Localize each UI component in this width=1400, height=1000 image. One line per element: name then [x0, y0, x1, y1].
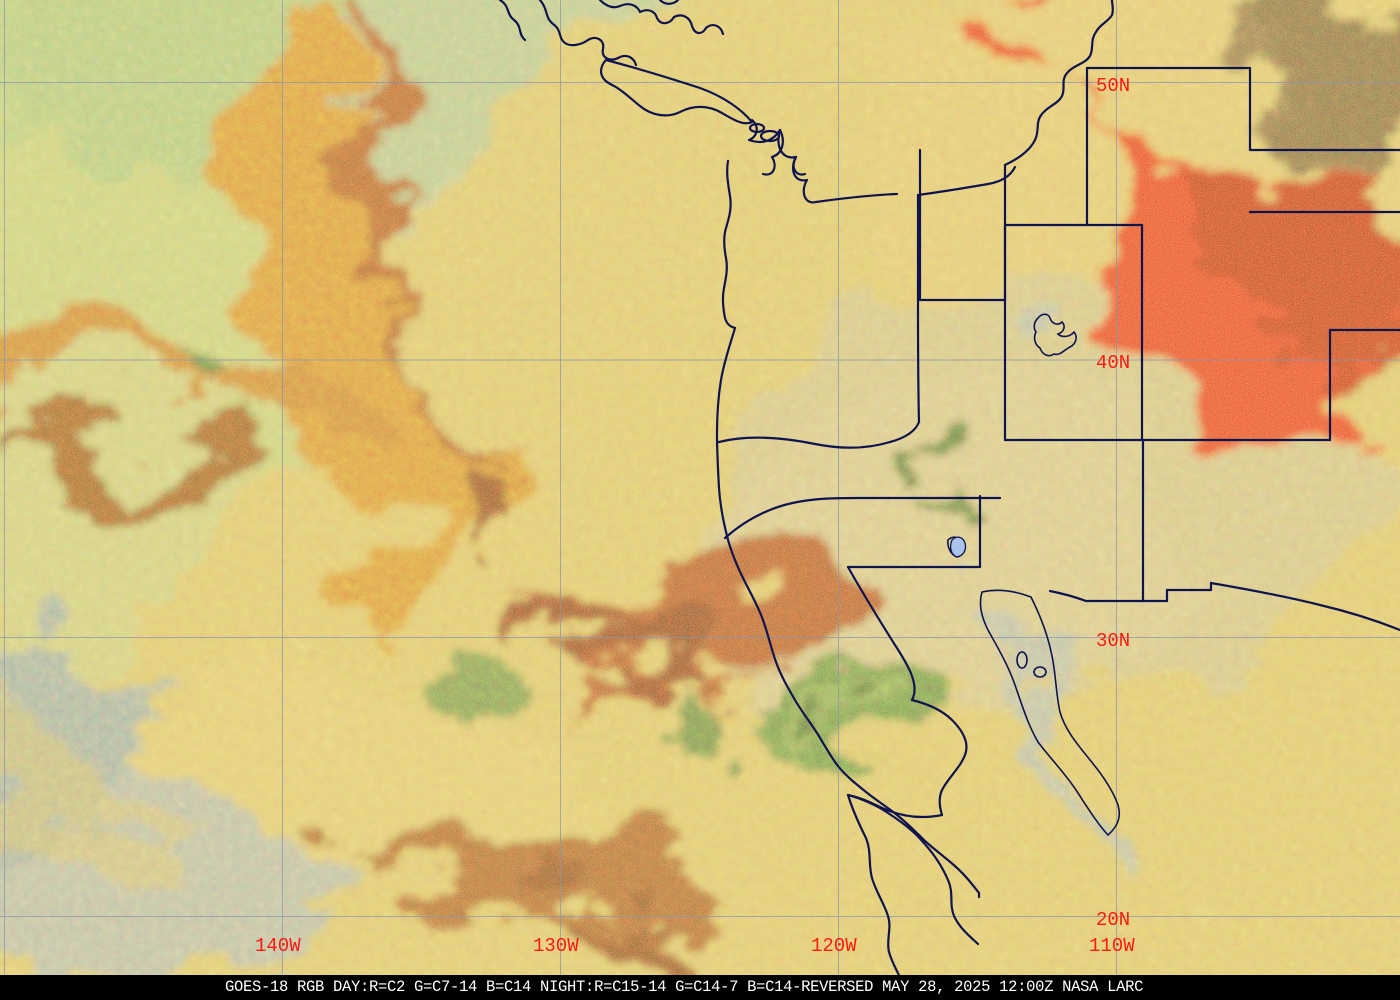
- svg-text:50N: 50N: [1096, 75, 1130, 97]
- svg-text:120W: 120W: [811, 935, 857, 957]
- svg-text:140W: 140W: [255, 935, 301, 957]
- svg-text:130W: 130W: [533, 935, 579, 957]
- svg-text:30N: 30N: [1096, 630, 1130, 652]
- svg-text:GOES-18 RGB DAY:R=C2 G=C7-: GOES-18 RGB DAY:R=C2 G=C7-14 B=C14 NIGHT…: [225, 978, 1143, 996]
- svg-text:110W: 110W: [1089, 935, 1135, 957]
- svg-text:40N: 40N: [1096, 352, 1130, 374]
- svg-text:20N: 20N: [1096, 909, 1130, 931]
